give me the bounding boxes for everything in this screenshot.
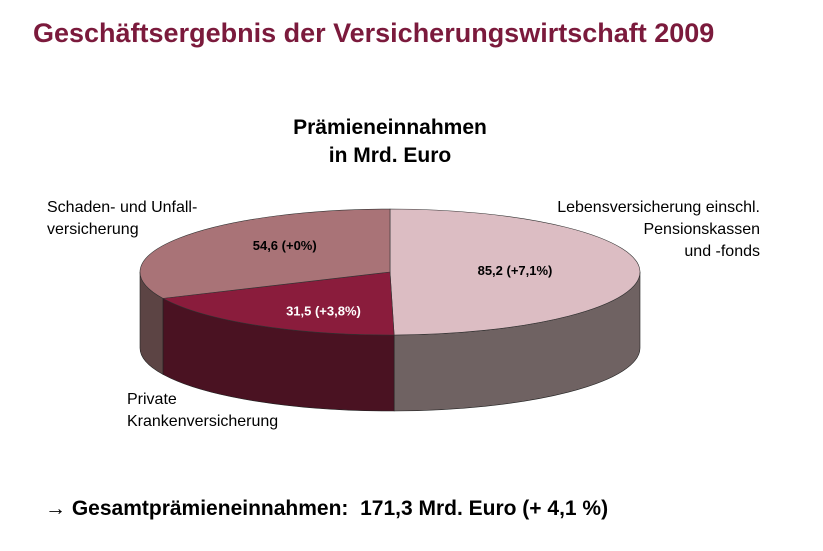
pie-slice (139, 208, 391, 299)
category-label: Schaden- und Unfall- versicherung (47, 199, 198, 238)
page-title: Geschäftsergebnis der Versicherungswirts… (33, 18, 715, 48)
pie-slice (161, 271, 395, 336)
value-label: 54,6 (+0%) (253, 238, 317, 253)
pie-slice (389, 208, 641, 336)
chart-title: Prämieneinnahmen in Mrd. Euro (293, 116, 487, 167)
value-label: 31,5 (+3,8%) (286, 303, 361, 318)
value-label: 85,2 (+7,1%) (478, 263, 553, 278)
category-label: Lebensversicherung einschl. Pensionskass… (557, 199, 760, 260)
footer-total: → Gesamtprämieneinnahmen: 171,3 Mrd. Eur… (45, 497, 609, 520)
category-label: Private Krankenversicherung (127, 391, 279, 430)
